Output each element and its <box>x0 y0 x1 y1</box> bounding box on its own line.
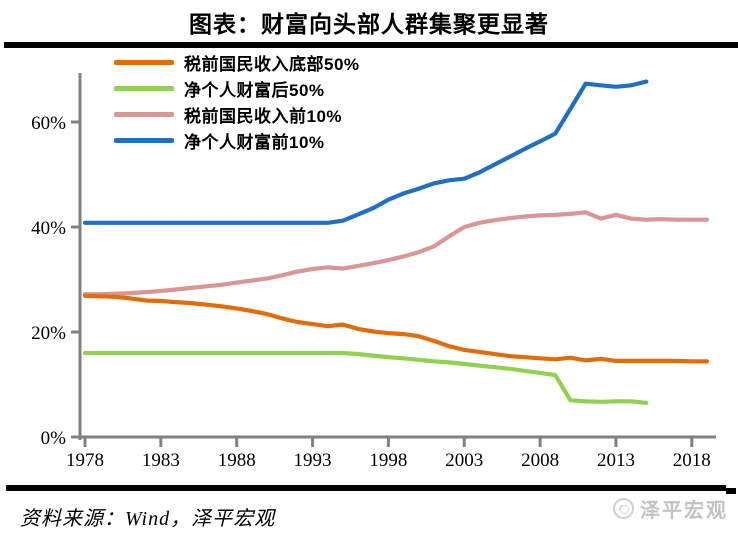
legend-line-swatch-orange <box>114 59 174 65</box>
legend-label: 税前国民收入底部50% <box>184 54 360 74</box>
bottom-divider <box>6 485 726 491</box>
legend-line-swatch-blue <box>114 137 174 143</box>
svg-text:1998: 1998 <box>369 450 407 471</box>
chart-title: 图表：财富向头部人群集聚更显著 <box>189 12 549 37</box>
legend-label: 税前国民收入前10% <box>184 106 343 126</box>
brand-logo: 泽平宏观 <box>613 494 728 523</box>
bottom-divider-cap <box>726 488 736 494</box>
legend-line-swatch-pink <box>114 111 174 117</box>
brand-logo-mouth <box>620 505 629 514</box>
svg-text:1983: 1983 <box>142 450 180 471</box>
source-note: 资料来源：Wind，泽平宏观 <box>20 508 276 530</box>
svg-text:2003: 2003 <box>445 450 483 471</box>
svg-text:1978: 1978 <box>66 450 104 471</box>
svg-text:0%: 0% <box>41 428 67 449</box>
svg-text:2013: 2013 <box>597 450 635 471</box>
legend-item-wealth-top10: 净个人财富前10% <box>114 127 360 153</box>
svg-text:1988: 1988 <box>218 450 256 471</box>
svg-text:2018: 2018 <box>673 450 711 471</box>
legend-label: 净个人财富后50% <box>184 80 325 100</box>
svg-text:1993: 1993 <box>294 450 332 471</box>
chart-legend: 税前国民收入底部50% 净个人财富后50% 税前国民收入前10% 净个人财富前1… <box>114 49 360 153</box>
line-chart: 0% 20% 40% 60% 1978 1983 1988 1993 1998 2003 2008 2… <box>31 73 716 471</box>
legend-item-income-bottom50: 税前国民收入底部50% <box>114 49 360 75</box>
svg-text:60%: 60% <box>31 113 66 134</box>
legend-item-income-top10: 税前国民收入前10% <box>114 101 360 127</box>
brand-name: 泽平宏观 <box>640 500 728 522</box>
svg-text:2008: 2008 <box>521 450 559 471</box>
legend-item-wealth-bottom50: 净个人财富后50% <box>114 75 360 101</box>
svg-text:40%: 40% <box>31 218 66 239</box>
top-divider <box>4 42 738 48</box>
legend-label: 净个人财富前10% <box>184 132 325 152</box>
svg-text:20%: 20% <box>31 323 66 344</box>
legend-line-swatch-green <box>114 85 174 91</box>
brand-logo-icon <box>613 498 634 519</box>
